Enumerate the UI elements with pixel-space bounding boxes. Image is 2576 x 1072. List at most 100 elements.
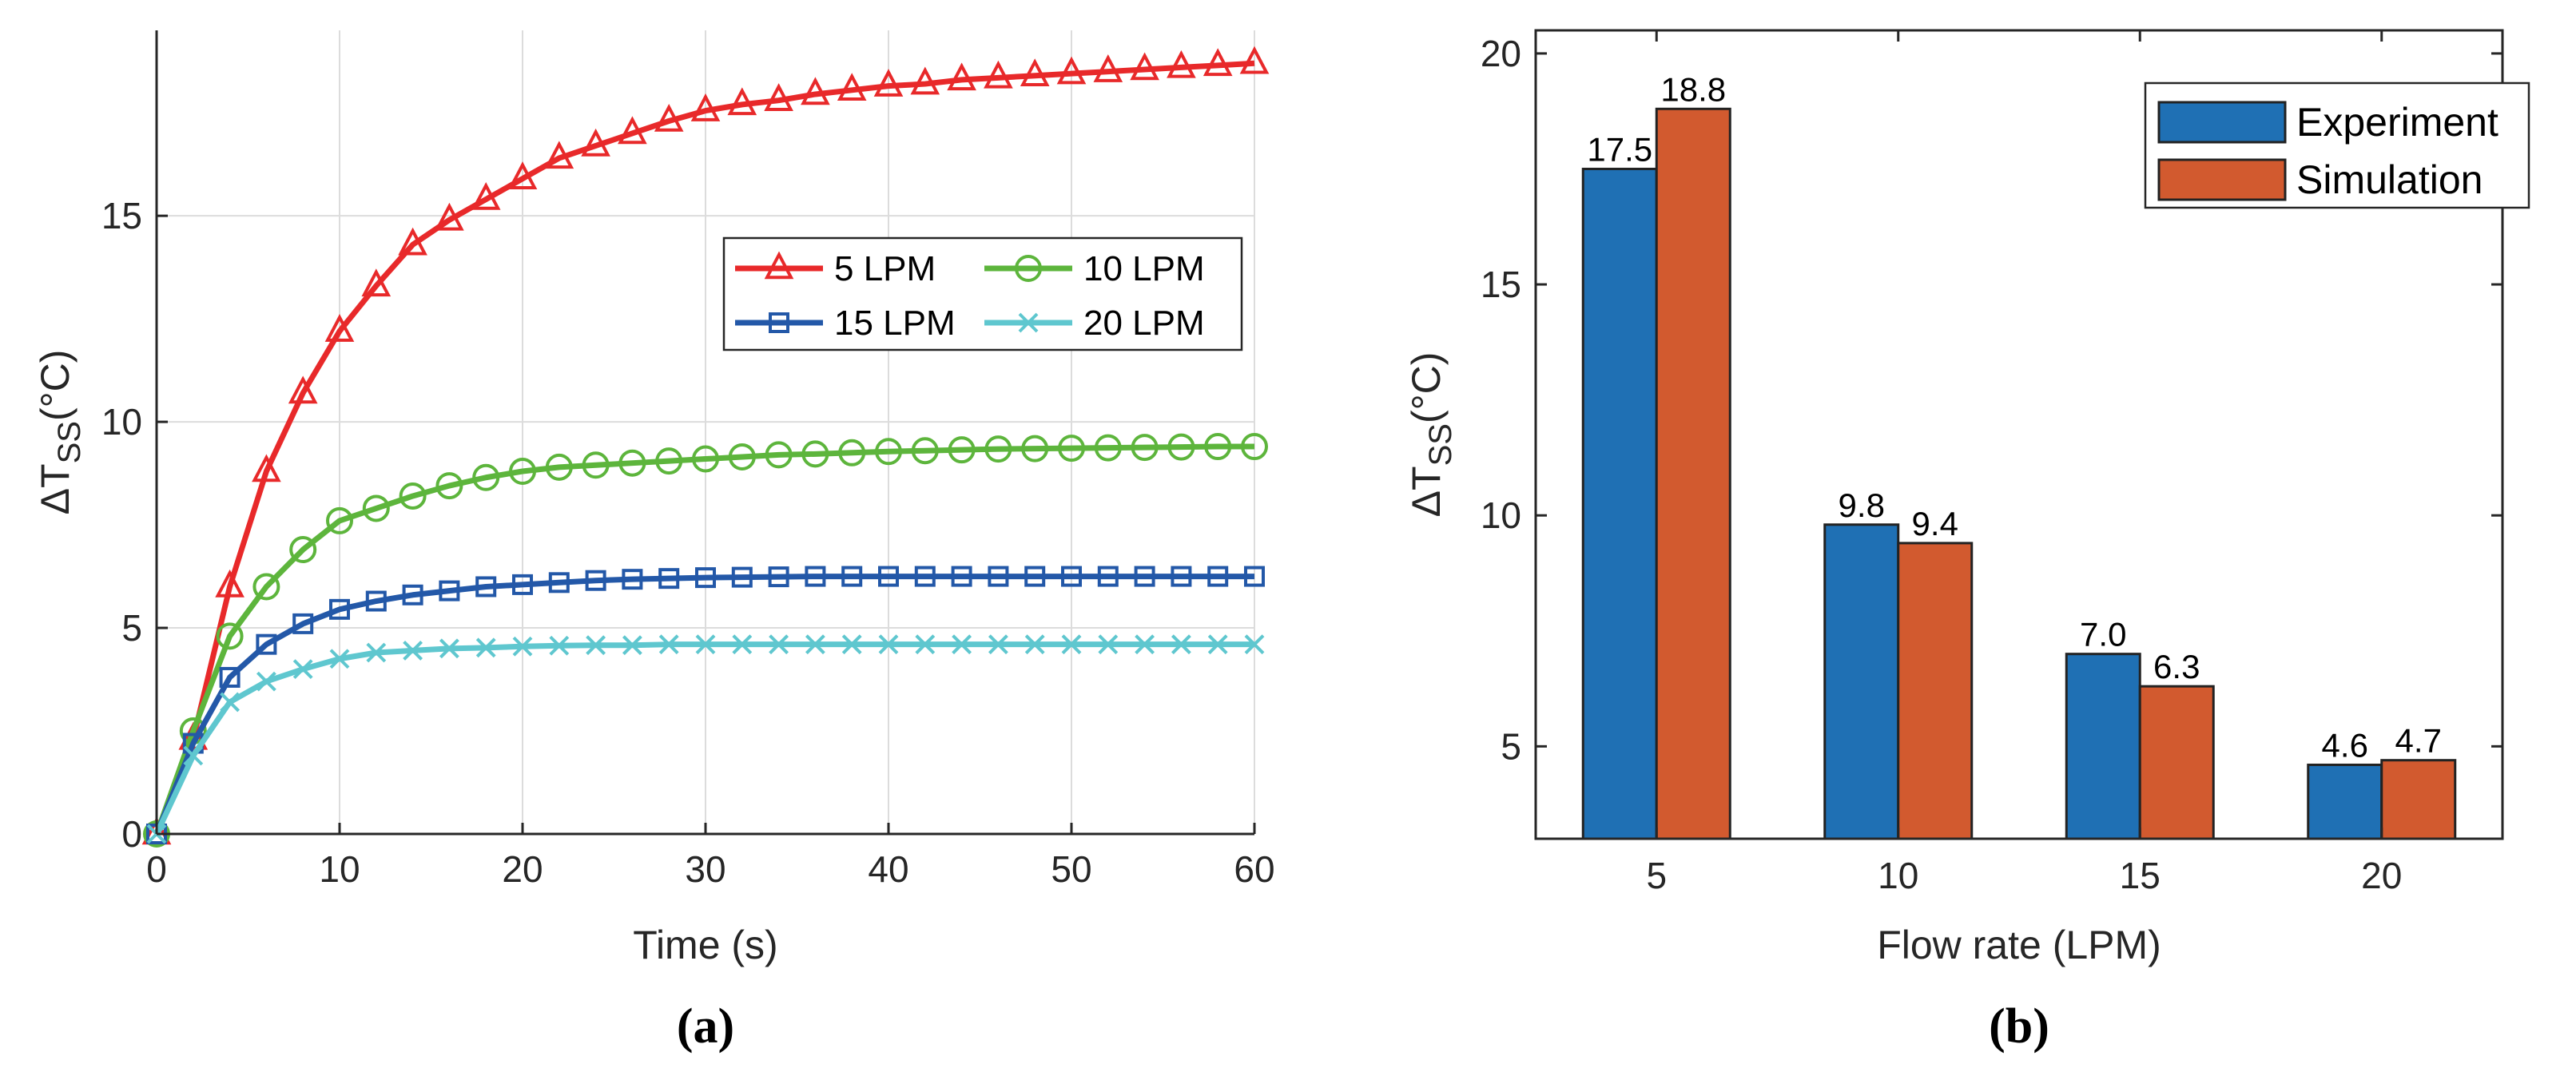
data-point-marker (365, 590, 387, 612)
y-tick-label: 5 (1501, 725, 1521, 767)
series-20-lpm (146, 634, 1265, 844)
data-point-marker (439, 580, 460, 602)
data-point-marker (1171, 566, 1192, 587)
series-line (153, 574, 1254, 836)
data-point-marker (841, 634, 862, 655)
series-line (153, 443, 1254, 836)
panel-b-legend-items: Experiment Simulation (2157, 100, 2498, 202)
data-point-marker (475, 576, 497, 598)
y-tick-label: 10 (1481, 494, 1521, 536)
panel-b-y-axis-label: ΔTSS(°C) (1404, 352, 1458, 518)
data-point-marker (805, 566, 826, 587)
panel-a-y-label-sub: SS (52, 421, 87, 463)
data-point-marker (654, 103, 684, 132)
panel-b-y-label-main: ΔT (1404, 466, 1449, 517)
data-point-marker (288, 375, 318, 404)
data-point-marker (731, 566, 753, 588)
data-point-marker (1239, 46, 1270, 74)
panel-b-y-label-unit: (°C) (1404, 352, 1449, 423)
data-point-marker (878, 566, 899, 587)
panel-b-legend: Experiment Simulation (2144, 81, 2530, 209)
data-point-marker (475, 637, 496, 658)
data-point-marker (692, 445, 719, 473)
data-point-marker (878, 634, 899, 655)
data-point-marker (324, 314, 355, 342)
data-point-marker (910, 66, 940, 95)
data-point-marker (1131, 434, 1159, 462)
data-point-marker (695, 567, 716, 589)
y-tick-label: 0 (121, 813, 142, 855)
data-point-marker (292, 613, 314, 634)
data-point-marker (256, 671, 276, 692)
legend-marker (764, 251, 794, 280)
panel-b-data-labels: 17.518.8 9.8 9.4 7.0 6.3 4.6 4.7 (1587, 70, 2442, 764)
data-point-marker (183, 745, 204, 766)
bar-simulation (2138, 685, 2215, 840)
data-point-marker (1167, 433, 1195, 461)
data-point-marker (951, 566, 972, 587)
legend-label: Experiment (2296, 100, 2498, 145)
legend-label: 5 LPM (834, 249, 936, 288)
data-point-marker (1024, 566, 1046, 587)
data-point-marker (512, 636, 533, 657)
legend-item: 20 LPM (984, 304, 1205, 343)
panel-a-y-label-main: ΔT (33, 463, 78, 514)
data-point-marker (220, 692, 241, 713)
series-10-lpm (143, 433, 1268, 848)
legend-item: Experiment (2157, 100, 2498, 145)
panel-a-ticks: 0 10 20 30 40 50 60 0 5 10 15 (101, 195, 1275, 890)
data-point-marker (768, 566, 789, 588)
data-point-marker (1135, 634, 1155, 655)
y-tick-label: 10 (101, 401, 142, 443)
data-point-marker (805, 634, 825, 655)
panel-a-y-axis-label: ΔTSS(°C) (33, 350, 87, 515)
bar-data-label: 4.7 (2395, 722, 2442, 760)
data-point-marker (399, 482, 427, 510)
data-point-marker (1244, 634, 1265, 655)
data-point-marker (509, 458, 536, 486)
data-point-marker (1020, 58, 1050, 86)
data-point-marker (690, 93, 721, 121)
panel-b-bar-chart: 17.518.8 9.8 9.4 7.0 6.3 4.6 4.7 5 10 15 20 5 10 15 2… (1404, 29, 2530, 1054)
y-tick-label: 20 (1481, 33, 1521, 74)
y-tick-label: 5 (121, 607, 142, 649)
bar-data-label: 9.4 (1912, 505, 1958, 542)
data-point-marker (948, 436, 976, 464)
legend-swatch (2157, 158, 2287, 201)
bar-data-label: 17.5 (1587, 130, 1652, 168)
data-point-marker (361, 268, 392, 297)
data-point-marker (256, 633, 277, 655)
panel-b-x-axis-label: Flow rate (LPM) (1877, 923, 2161, 967)
data-point-marker (1130, 52, 1159, 81)
bar-simulation (1897, 542, 1974, 840)
data-point-marker (1061, 566, 1082, 587)
panel-b-y-label-sub: SS (1423, 423, 1458, 466)
panel-a-legend-box (722, 236, 1243, 351)
data-point-marker (769, 634, 789, 655)
data-point-marker (1021, 435, 1049, 463)
data-point-marker (841, 566, 863, 587)
data-point-marker (1167, 50, 1196, 78)
y-tick-label: 15 (101, 195, 142, 236)
data-point-marker (914, 566, 936, 587)
data-point-marker (582, 451, 610, 479)
data-point-marker (655, 447, 683, 475)
data-point-marker (1094, 434, 1122, 462)
data-point-marker (838, 439, 866, 467)
data-point-marker (549, 635, 570, 656)
data-point-marker (215, 569, 244, 598)
data-point-marker (873, 69, 904, 97)
panel-a-legend-items: 5 LPM 10 LPM 15 LPM 20 LPM (735, 249, 1205, 343)
data-point-marker (329, 598, 350, 620)
data-point-marker (728, 443, 756, 470)
data-point-marker (1056, 56, 1087, 85)
data-point-marker (362, 494, 390, 522)
data-point-marker (216, 622, 244, 650)
data-point-marker (548, 572, 570, 594)
data-point-marker (837, 73, 867, 101)
data-point-marker (252, 573, 280, 601)
y-tick-label: 15 (1481, 264, 1521, 305)
x-tick-label: 40 (868, 848, 908, 890)
data-point-marker (472, 463, 500, 491)
data-point-marker (403, 641, 423, 661)
